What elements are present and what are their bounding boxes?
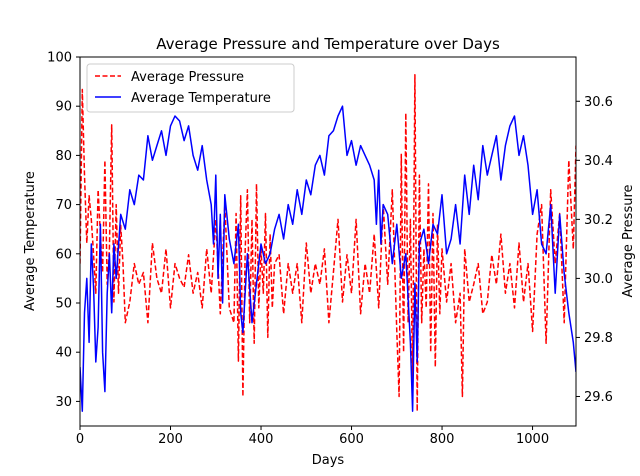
x-tick-label: 600 <box>339 432 364 447</box>
y-left-tick-label: 60 <box>55 247 72 262</box>
legend: Average Pressure Average Temperature <box>86 63 295 113</box>
y-left-tick-label: 90 <box>55 100 72 115</box>
series-line-pressure <box>80 73 576 412</box>
y-right-tick-label: 29.6 <box>584 390 613 405</box>
y-left-tick-label: 40 <box>55 346 72 361</box>
y-axis-right: 29.6 29.8 30.0 30.2 30.4 30.6 <box>576 95 613 405</box>
y-right-tick-label: 29.8 <box>584 331 613 346</box>
chart-title: Average Pressure and Temperature over Da… <box>156 35 500 53</box>
series-layer <box>80 73 576 412</box>
series-line-temperature <box>80 105 576 412</box>
y-right-tick-label: 30.0 <box>584 272 613 287</box>
y-axis-left-label: Average Temperature <box>23 171 38 311</box>
x-tick-label: 1000 <box>516 432 549 447</box>
x-tick-label: 200 <box>158 432 183 447</box>
legend-box <box>86 63 295 113</box>
y-left-tick-label: 30 <box>55 395 72 410</box>
x-tick-label: 800 <box>430 432 455 447</box>
x-axis: 0 200 400 600 800 1000 <box>76 426 549 447</box>
y-right-tick-label: 30.6 <box>584 95 613 110</box>
y-left-tick-label: 100 <box>47 51 72 66</box>
y-left-tick-label: 80 <box>55 149 72 164</box>
x-tick-label: 400 <box>249 432 274 447</box>
x-tick-label: 0 <box>76 432 84 447</box>
y-axis-right-label: Average Pressure <box>621 184 636 297</box>
y-axis-left: 30 40 50 60 70 80 90 100 <box>47 51 80 410</box>
y-right-tick-label: 30.2 <box>584 213 613 228</box>
y-right-tick-label: 30.4 <box>584 154 613 169</box>
legend-label-pressure: Average Pressure <box>131 70 244 85</box>
y-left-tick-label: 50 <box>55 297 72 312</box>
x-axis-label: Days <box>312 453 345 468</box>
legend-label-temperature: Average Temperature <box>131 91 271 106</box>
plot-frame <box>79 56 577 427</box>
y-left-tick-label: 70 <box>55 198 72 213</box>
